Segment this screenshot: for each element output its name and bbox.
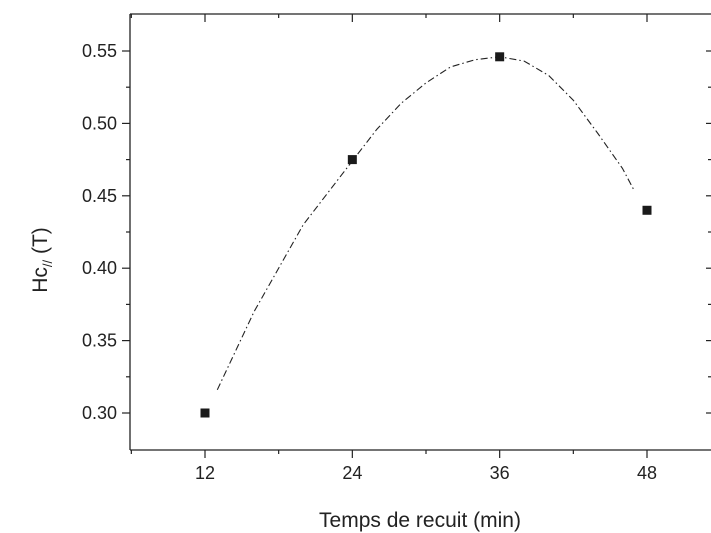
axes bbox=[129, 13, 711, 451]
y-tick-label: 0.40 bbox=[82, 258, 117, 278]
x-tick-label: 48 bbox=[637, 463, 657, 483]
data-point bbox=[347, 155, 357, 165]
x-tick-label: 24 bbox=[342, 463, 362, 483]
tick-labels: 12 24 36 48 0.30 0.35 0.40 0.45 0.50 0.55 bbox=[82, 41, 657, 483]
y-tick-label: 0.30 bbox=[82, 403, 117, 423]
data-point bbox=[642, 205, 652, 215]
data-point bbox=[200, 408, 210, 418]
x-tick-label: 36 bbox=[490, 463, 510, 483]
x-axis-label: Temps de recuit (min) bbox=[319, 509, 521, 532]
y-tick-label: 0.45 bbox=[82, 186, 117, 206]
data-markers bbox=[200, 52, 652, 418]
data-point bbox=[495, 52, 505, 62]
fit-curve bbox=[216, 56, 636, 391]
y-axis-label-subscript: // bbox=[40, 259, 55, 267]
y-axis-label-main: Hc bbox=[29, 267, 52, 293]
y-axis-label-unit: (T) bbox=[29, 227, 52, 260]
x-tick-label: 12 bbox=[195, 463, 215, 483]
y-tick-label: 0.55 bbox=[82, 41, 117, 61]
y-tick-label: 0.35 bbox=[82, 331, 117, 351]
y-tick-label: 0.50 bbox=[82, 113, 117, 133]
y-axis-label: Hc// (T) bbox=[29, 227, 55, 293]
ticks bbox=[122, 14, 711, 458]
